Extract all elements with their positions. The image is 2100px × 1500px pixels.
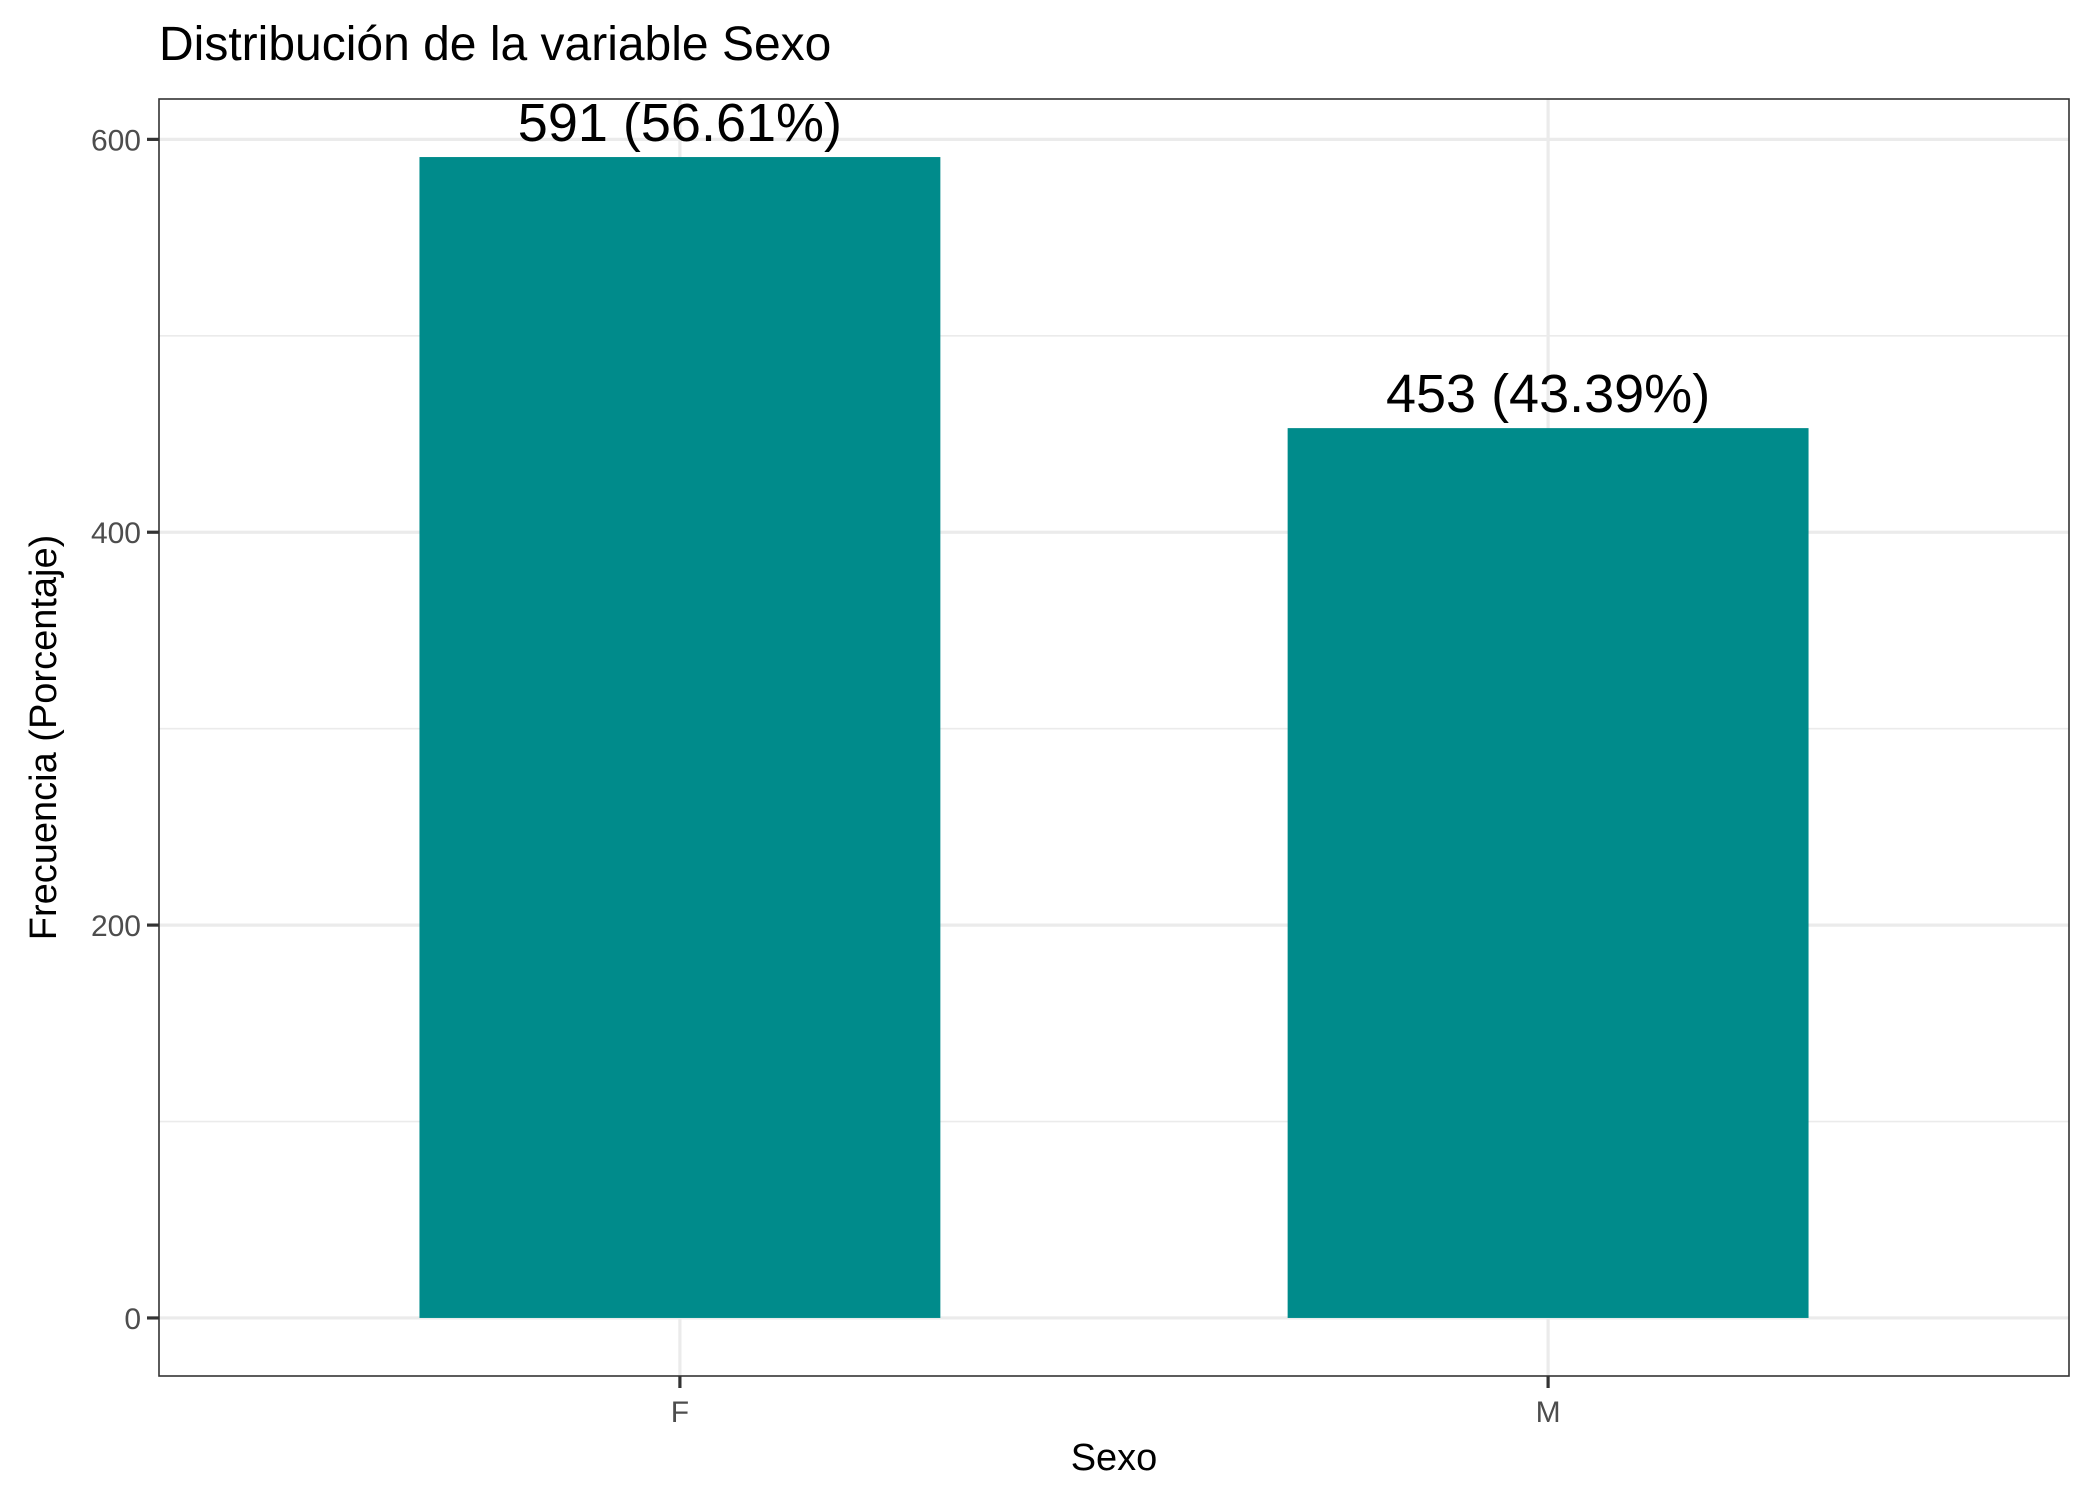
x-tick-label: F [671,1396,689,1429]
bar-m [1287,428,1809,1318]
bars [419,157,1809,1318]
y-tick-label: 200 [91,910,141,943]
y-tick-label: 0 [124,1303,141,1336]
x-tick-label: M [1536,1396,1561,1429]
y-axis: 0 200 400 600 [91,124,159,1336]
x-axis-title: Sexo [1071,1437,1158,1479]
chart-title: Distribución de la variable Sexo [159,18,831,71]
data-label-m: 453 (43.39%) [1386,364,1710,424]
data-label-f: 591 (56.61%) [518,93,842,153]
y-tick-label: 400 [91,517,141,550]
y-axis-title: Frecuencia (Porcentaje) [23,535,65,941]
panel-border [158,98,2070,1377]
data-labels: 591 (56.61%) 453 (43.39%) [518,93,1710,424]
y-tick-label: 600 [91,124,141,157]
bar-f [419,157,941,1318]
